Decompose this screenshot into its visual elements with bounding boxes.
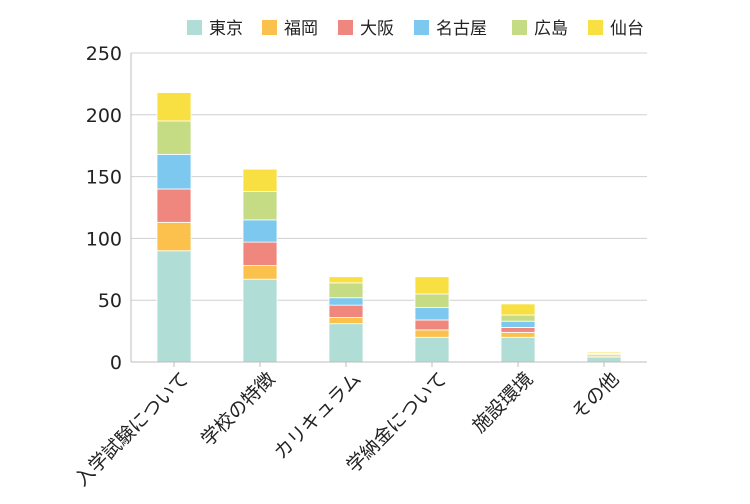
bar-segment bbox=[328, 304, 364, 318]
bar-segment bbox=[328, 323, 364, 363]
bar-segment bbox=[414, 329, 450, 338]
x-tick-label: その他 bbox=[568, 368, 624, 424]
bar-segment bbox=[414, 336, 450, 363]
bar-segment bbox=[414, 276, 450, 295]
bars bbox=[156, 92, 622, 363]
bar-segment bbox=[586, 356, 622, 363]
bar-segment bbox=[328, 317, 364, 325]
bar-segment bbox=[242, 219, 278, 243]
bar-segment bbox=[586, 351, 622, 354]
bar-segment bbox=[156, 250, 192, 363]
bar-segment bbox=[156, 221, 192, 252]
x-tick-label: 施設環境 bbox=[468, 368, 537, 437]
legend-swatch bbox=[187, 20, 202, 35]
bar-segment bbox=[156, 92, 192, 122]
x-tick-label: 学校の特徴 bbox=[197, 368, 280, 451]
bar-segment bbox=[500, 336, 536, 363]
legend-label: 福岡 bbox=[284, 19, 318, 39]
bar-segment bbox=[500, 331, 536, 338]
y-tick-label: 0 bbox=[110, 352, 122, 374]
bar-segment bbox=[328, 276, 364, 284]
bar-segment bbox=[500, 303, 536, 316]
bar-segment bbox=[414, 293, 450, 309]
legend-swatch bbox=[338, 20, 353, 35]
x-tick-label: 入学試験について bbox=[71, 368, 194, 491]
legend-label: 広島 bbox=[534, 19, 568, 39]
legend-label: 名古屋 bbox=[436, 19, 487, 39]
y-tick-label: 50 bbox=[98, 290, 122, 312]
gridlines bbox=[131, 52, 647, 363]
bar-segment bbox=[500, 320, 536, 328]
bar-segment bbox=[156, 120, 192, 155]
bar-segment bbox=[328, 297, 364, 306]
bar-segment bbox=[242, 168, 278, 192]
y-tick-label: 150 bbox=[86, 167, 122, 189]
legend-swatch bbox=[414, 20, 429, 35]
bar-segment bbox=[156, 153, 192, 190]
legend-label: 東京 bbox=[209, 19, 243, 39]
y-tick-label: 200 bbox=[86, 105, 122, 127]
y-tick-label: 250 bbox=[86, 43, 122, 65]
bar-segment bbox=[156, 188, 192, 223]
x-tick-label: カリキュラム bbox=[270, 368, 366, 464]
bar-segment bbox=[414, 307, 450, 321]
bar-segment bbox=[500, 326, 536, 333]
legend-swatch bbox=[512, 20, 527, 35]
legend-swatch bbox=[262, 20, 277, 35]
bar-segment bbox=[242, 278, 278, 363]
bar-segment bbox=[242, 241, 278, 266]
bar-segment bbox=[328, 282, 364, 299]
legend: 東京 福岡 大阪 名古屋 広島 仙台 bbox=[187, 19, 644, 39]
legend-swatch bbox=[588, 20, 603, 35]
y-tick-label: 100 bbox=[86, 228, 122, 250]
bar-segment bbox=[242, 191, 278, 221]
legend-label: 大阪 bbox=[360, 19, 394, 39]
bar-segment bbox=[414, 319, 450, 331]
bar-segment bbox=[242, 265, 278, 280]
legend-label: 仙台 bbox=[610, 19, 644, 39]
bar-segment bbox=[500, 314, 536, 322]
